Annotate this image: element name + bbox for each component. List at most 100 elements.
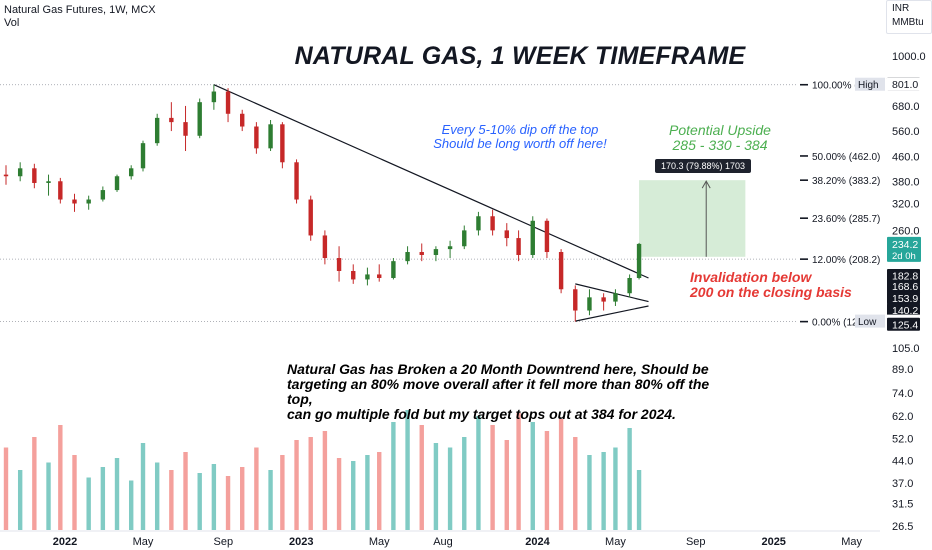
invalidation-note: Invalidation below 200 on the closing ba…	[690, 270, 870, 300]
fib-label: 50.00% (462.0)	[812, 152, 880, 163]
fib-layer: 100.00% (7 50.00% (462.0) 38.20% (383.2) 23…	[0, 81, 880, 329]
volume-bar	[573, 437, 578, 530]
price-tick-label: 44.0	[892, 455, 913, 467]
volume-bar	[32, 437, 37, 530]
candle-body	[128, 168, 134, 177]
upside-note-line-2: 285 - 330 - 384	[672, 137, 768, 153]
price-label-box	[887, 268, 920, 282]
candle-body	[240, 113, 245, 127]
summary-note-line-2: targeting an 80% move overall after it f…	[287, 376, 710, 407]
candle-body	[294, 162, 299, 200]
time-tick-label: 2022	[53, 536, 77, 548]
volume-bar	[294, 440, 299, 530]
volume-bar	[225, 476, 231, 530]
candle-body	[100, 190, 106, 200]
volume-bar	[504, 440, 509, 530]
candle-body	[86, 199, 91, 204]
volume-bar	[587, 455, 592, 530]
time-tick-label: 2024	[525, 536, 550, 548]
price-label-box	[887, 317, 920, 331]
candle-body	[433, 249, 439, 255]
candle-body	[183, 122, 188, 136]
candle-body	[587, 297, 592, 311]
price-tick-label: 680.0	[892, 101, 920, 113]
candle-body	[636, 243, 642, 278]
candle-body	[405, 252, 410, 262]
price-label-text: 168.6	[892, 281, 918, 293]
price-label-box	[887, 291, 920, 305]
price-tick-label: 74.0	[892, 388, 913, 400]
last-price-box	[887, 236, 921, 262]
volume-bar	[336, 458, 342, 530]
symbol-title[interactable]: Natural Gas Futures, 1W, MCX	[4, 4, 156, 16]
price-tick-label: 105.0	[892, 343, 920, 355]
candle-body	[225, 91, 231, 114]
volume-bar	[154, 462, 160, 530]
fib-label: 38.20% (383.2)	[812, 176, 880, 187]
volume-bar	[308, 437, 313, 530]
volume-bar	[211, 464, 217, 530]
volume-bar	[322, 431, 328, 530]
drawing-layer	[213, 84, 649, 322]
price-label-text: 125.4	[892, 319, 918, 331]
volume-bar	[17, 470, 23, 530]
fib-label: 23.60% (285.7)	[812, 214, 880, 225]
candle-body	[32, 168, 37, 183]
candle-body	[490, 216, 495, 231]
candle-body	[504, 230, 509, 239]
volume-bar	[462, 437, 467, 530]
candle-body	[462, 230, 467, 247]
summary-note-line-3: can go multiple fold but my target tops …	[287, 406, 676, 422]
volume-bar	[558, 419, 564, 530]
volume-bar	[365, 455, 370, 530]
fib-label: 12.00% (208.2)	[812, 255, 880, 266]
candle-body	[516, 238, 521, 255]
target-zone-layer	[639, 180, 746, 257]
triangle-upper-line	[575, 283, 649, 303]
candle-body	[169, 117, 174, 123]
time-tick-label: Sep	[686, 536, 706, 548]
volume-bar	[391, 422, 396, 530]
volume-bar	[86, 477, 91, 530]
volume-layer	[3, 410, 642, 530]
time-tick-label: 2025	[761, 536, 785, 548]
time-tick-label: Sep	[214, 536, 234, 548]
candle-body	[613, 293, 618, 302]
volume-bar	[280, 455, 285, 530]
candle-body	[308, 199, 313, 236]
candle-body	[154, 117, 160, 144]
price-tag-box	[855, 314, 885, 328]
candle-body	[573, 289, 578, 311]
volume-bar	[476, 416, 481, 530]
time-tick-label: May	[369, 536, 390, 548]
candle-layer	[3, 84, 642, 322]
candle-body	[476, 216, 481, 231]
candle-body	[530, 220, 535, 255]
volume-bar	[627, 428, 632, 530]
price-label-box	[887, 279, 920, 293]
candle-body	[377, 274, 382, 278]
time-tick-label: May	[841, 536, 862, 548]
volume-bar	[447, 447, 453, 530]
volume-bar	[72, 455, 77, 530]
invalidation-note-line-2: 200 on the closing basis	[690, 284, 852, 300]
price-label-text: 153.9	[892, 293, 918, 305]
price-tick-label: 560.0	[892, 126, 920, 138]
time-tick-label: 2023	[289, 536, 313, 548]
volume-bar	[183, 452, 188, 530]
price-label-text: 140.2	[892, 305, 918, 317]
candle-body	[601, 297, 606, 302]
price-tag-text: High	[858, 80, 879, 91]
measure-label: 170.3 (79.88%) 1703	[655, 159, 752, 173]
candle-body	[558, 252, 564, 290]
time-tick-label: May	[133, 536, 154, 548]
volume-label: Vol	[4, 17, 20, 29]
candle-body	[72, 199, 77, 204]
candle-body	[336, 258, 342, 271]
volume-bar	[405, 410, 410, 530]
downtrend-line	[213, 84, 649, 279]
volume-bar	[100, 467, 106, 530]
price-tick-label: 52.0	[892, 434, 913, 446]
volume-bar	[128, 480, 134, 530]
